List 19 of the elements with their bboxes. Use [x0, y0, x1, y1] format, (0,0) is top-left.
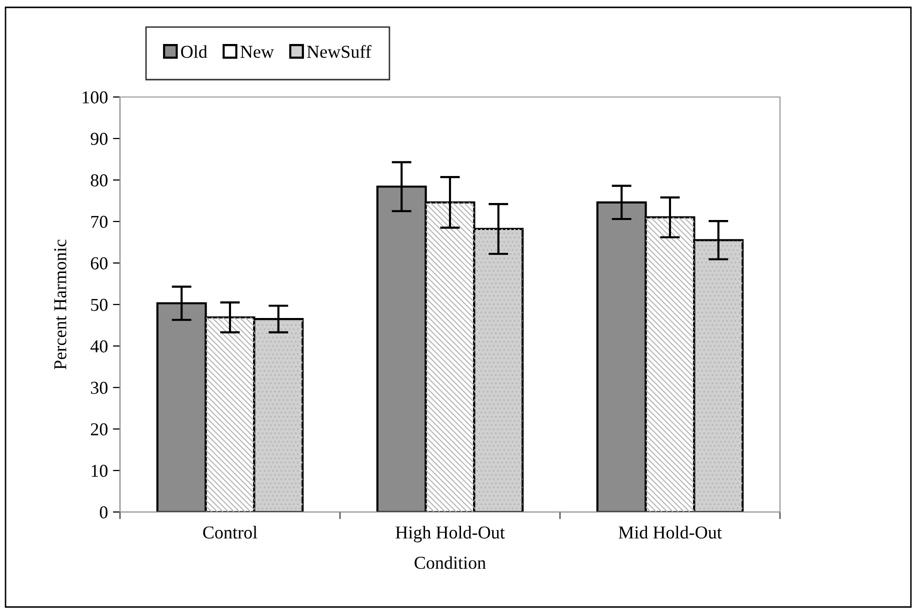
y-tick-label: 30 — [91, 382, 108, 394]
x-tick-label: Control — [203, 526, 258, 539]
legend-label: New — [240, 46, 274, 58]
y-axis-title: Percent Harmonic — [54, 240, 66, 370]
y-tick-label: 70 — [91, 216, 108, 228]
y-tick-label: 100 — [82, 91, 108, 104]
y-tick-label: 50 — [91, 298, 108, 311]
y-tick-label: 20 — [90, 423, 108, 436]
legend-label: Old — [181, 45, 208, 58]
x-tick-label: High Hold-Out — [396, 526, 505, 542]
y-tick-label: 0 — [100, 506, 108, 518]
y-tick-label: 60 — [90, 257, 108, 270]
x-axis-title: Condition — [414, 556, 486, 569]
y-tick-label: 10 — [92, 464, 108, 477]
y-tick-label: 90 — [90, 132, 108, 145]
x-tick-label: Mid Hold-Out — [618, 526, 722, 539]
y-tick-label: 80 — [90, 174, 108, 186]
legend-label: NewSuff — [307, 45, 372, 58]
y-tick-label: 40 — [90, 340, 108, 352]
